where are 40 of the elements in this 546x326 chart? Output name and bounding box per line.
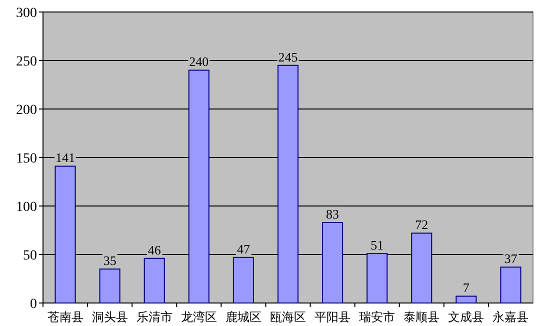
x-tick-label: 乐清市 [136,310,172,324]
data-label: 51 [370,238,384,253]
y-tick-label: 0 [30,297,37,312]
data-label: 240 [189,54,209,70]
data-label: 141 [56,150,76,166]
bar [144,258,165,304]
x-tick-label: 鹿城区 [225,310,262,324]
data-label: 7 [462,280,470,296]
y-tick-label: 200 [16,103,37,118]
bar [232,256,254,304]
data-label: 35 [103,253,116,268]
bar [54,166,76,304]
x-tick-label: 永嘉县 [492,310,529,324]
x-tick-label: 文成县 [448,310,484,324]
x-tick-label: 平阳县 [314,310,351,324]
x-tick-label: 瓯海区 [270,310,306,324]
bar [188,70,210,304]
bar [99,268,120,304]
x-tick-label: 瑞安市 [359,310,396,324]
bar [500,266,522,304]
x-tick-label: 龙湾区 [180,310,217,324]
y-tick-label: 100 [16,200,37,215]
bar [277,64,299,304]
bar [322,222,344,304]
y-tick-label: 50 [23,248,37,264]
x-tick-label: 泰顺县 [404,310,440,324]
data-label: 46 [148,242,162,258]
y-tick-label: 150 [16,152,37,166]
data-label: 83 [326,206,340,222]
data-label: 47 [236,241,250,256]
x-tick-label: 洞头县 [92,310,128,324]
y-tick-label: 250 [16,54,37,70]
x-tick-label: 苍南县 [47,310,84,324]
y-tick-label: 300 [16,6,37,21]
data-label: 37 [504,251,518,266]
bar [456,296,477,304]
bar [366,253,388,304]
bar [411,232,432,304]
data-label: 245 [278,49,298,64]
data-label: 72 [415,217,428,232]
